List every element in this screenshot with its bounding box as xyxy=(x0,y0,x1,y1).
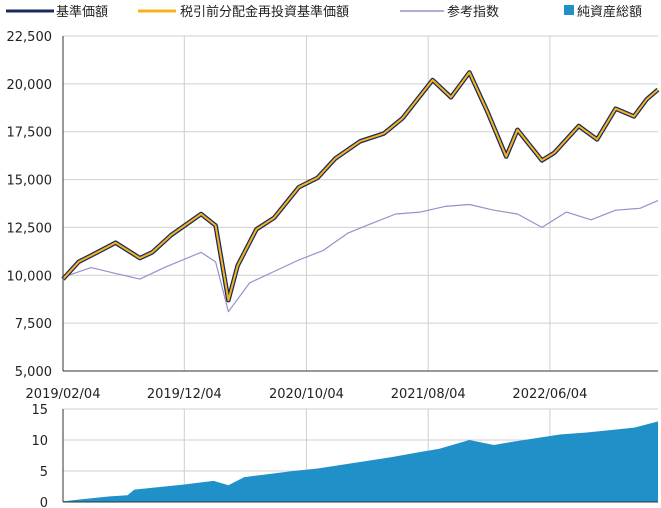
main-y-tick-label: 5,000 xyxy=(15,365,52,380)
x-tick-label: 2022/06/04 xyxy=(512,387,587,402)
legend: 基準価額 税引前分配金再投資基準価額 参考指数 純資産総額 xyxy=(6,4,642,20)
legend-label-nav-reinvested: 税引前分配金再投資基準価額 xyxy=(180,4,349,20)
series-line-nav-reinvested xyxy=(62,71,659,302)
main-y-tick-label: 17,500 xyxy=(7,126,53,141)
series-area-aum xyxy=(63,421,658,502)
x-tick-label: 2019/12/04 xyxy=(147,387,222,402)
x-tick-label: 2020/10/04 xyxy=(269,387,344,402)
main-y-tick-label: 10,000 xyxy=(7,269,53,284)
x-axis-ticks: 2019/02/04 2019/12/04 2020/10/04 2021/08/04… xyxy=(26,387,588,402)
aum-series xyxy=(63,421,658,502)
main-y-tick-label: 22,500 xyxy=(7,30,53,45)
series-line-benchmark xyxy=(62,200,659,313)
main-y-tick-label: 15,000 xyxy=(7,174,53,189)
main-y-axis-ticks: 5,000 7,500 10,000 12,500 15,000 17,500 20,000… xyxy=(7,30,53,380)
main-chart: 5,000 7,500 10,000 12,500 15,000 17,500 20,000… xyxy=(7,30,660,380)
main-y-tick-label: 7,500 xyxy=(15,317,52,332)
main-series xyxy=(61,70,660,313)
legend-label-nav: 基準価額 xyxy=(56,4,108,20)
legend-label-aum: 純資産総額 xyxy=(577,4,642,20)
legend-swatch-aum xyxy=(564,5,574,15)
main-y-tick-label: 20,000 xyxy=(7,78,53,93)
aum-y-tick-label: 5 xyxy=(40,465,48,480)
aum-y-axis-ticks: 0 5 10 15 xyxy=(31,403,48,508)
x-tick-label: 2019/02/04 xyxy=(26,387,101,402)
series-line-nav xyxy=(61,70,660,303)
aum-y-tick-label: 15 xyxy=(31,403,48,418)
main-grid xyxy=(62,35,658,372)
aum-y-tick-label: 0 xyxy=(40,496,48,508)
legend-label-benchmark: 参考指数 xyxy=(447,4,499,20)
aum-y-tick-label: 10 xyxy=(31,434,48,449)
main-y-tick-label: 12,500 xyxy=(7,221,53,236)
x-tick-label: 2021/08/04 xyxy=(391,387,466,402)
aum-chart: 0 5 10 15 xyxy=(31,403,658,508)
